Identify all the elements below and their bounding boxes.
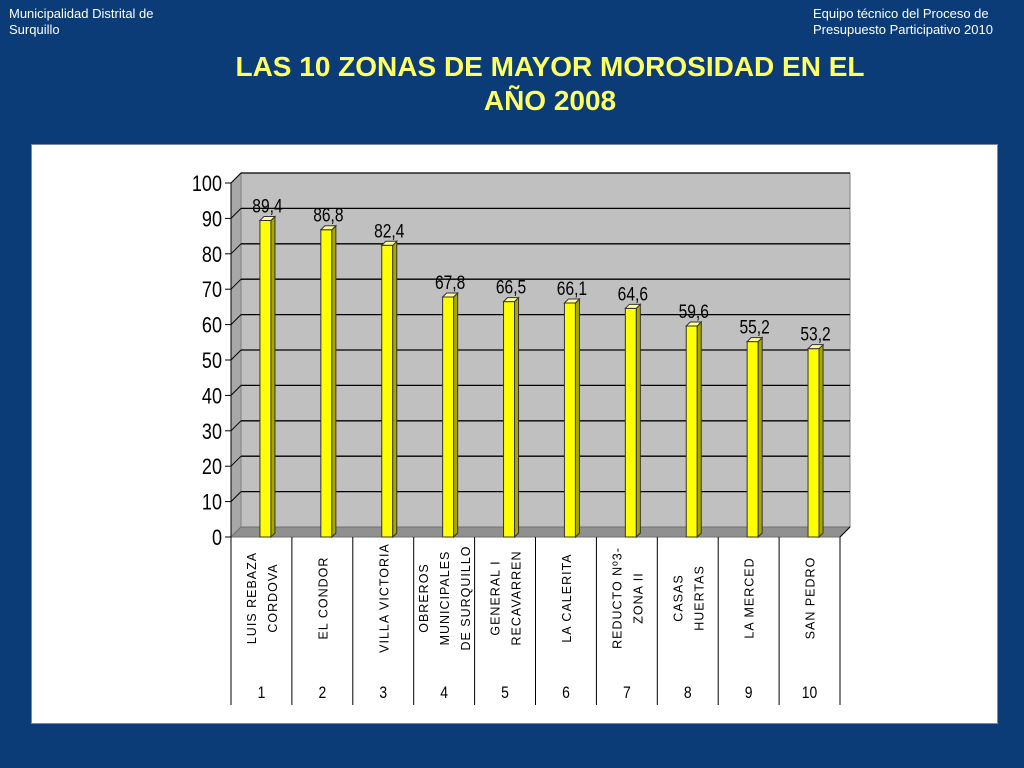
bar-top: [806, 344, 825, 350]
gridline-side: [230, 385, 242, 396]
y-tick-label: 50: [202, 349, 222, 373]
bar-top: [502, 297, 520, 303]
y-tick-label: 100: [192, 172, 222, 196]
category-number: 10: [802, 684, 818, 703]
category-label: EL CONDOR: [316, 557, 330, 640]
header-right: Equipo técnico del Proceso de Presupuest…: [813, 6, 1018, 38]
category-label: ZONA II: [631, 572, 645, 623]
gridline-side: [230, 420, 242, 432]
y-tick-label: 90: [202, 208, 222, 232]
y-tick-label: 70: [202, 279, 222, 303]
bar-top: [685, 321, 703, 327]
category-label: LUIS REBAZA: [245, 552, 259, 644]
bar-side: [270, 215, 276, 539]
bar-side: [514, 296, 520, 539]
bar-top: [319, 225, 338, 231]
category-number: 4: [440, 684, 448, 703]
data-label: 64,6: [618, 283, 648, 305]
bar: [503, 301, 516, 538]
y-tick-label: 80: [202, 243, 222, 267]
bar: [624, 307, 637, 538]
bar-side: [574, 297, 580, 539]
data-label: 86,8: [313, 204, 343, 226]
category-number: 6: [562, 684, 570, 703]
data-label: 66,1: [557, 278, 587, 300]
category-label: MUNICIPALES: [438, 551, 452, 646]
category-number: 3: [379, 684, 387, 703]
gridline-side: [230, 208, 242, 219]
bar-side: [635, 303, 641, 539]
category-number: 7: [623, 684, 631, 703]
category-label: CASAS: [671, 574, 685, 621]
category-label: RECAVARREN: [510, 551, 524, 646]
title-line1: LAS 10 ZONAS DE MAYOR MOROSIDAD EN EL: [235, 51, 865, 82]
bar: [685, 325, 698, 538]
bar: [442, 296, 455, 538]
category-label: VILLA VICTORIA: [377, 543, 391, 653]
gridline-side: [230, 455, 242, 467]
data-label: 89,4: [252, 195, 283, 217]
category-label: GENERAL I: [489, 560, 503, 635]
category-number: 8: [684, 684, 692, 703]
gridline-side: [230, 172, 242, 184]
category-number: 1: [258, 684, 266, 703]
category-label: LA CALERITA: [560, 553, 574, 642]
table-corner: [839, 526, 851, 538]
data-label: 82,4: [374, 220, 405, 242]
gridline-side: [230, 491, 242, 502]
header-left-line1: Municipalidad Distrital de: [9, 6, 154, 21]
bar: [746, 341, 759, 538]
data-label: 59,6: [679, 301, 709, 323]
header-right-line1: Equipo técnico del Proceso de: [813, 6, 989, 21]
gridline-side: [230, 278, 242, 290]
slide-title: LAS 10 ZONAS DE MAYOR MOROSIDAD EN EL AÑ…: [170, 50, 930, 118]
y-tick-label: 0: [212, 526, 222, 550]
category-number: 9: [745, 684, 753, 703]
bar-top: [745, 337, 764, 343]
category-label: LA MERCED: [743, 557, 757, 638]
bar: [563, 302, 576, 538]
chart-panel: 0 10 20 30 40 50 60 70 80 90 100 89,4 86,8 82,4 67,8 66…: [31, 144, 998, 724]
gridline-side: [230, 314, 242, 325]
bar: [381, 244, 394, 538]
category-label: SAN PEDRO: [804, 557, 818, 640]
category-number: 2: [318, 684, 326, 703]
gridline-side: [230, 349, 242, 361]
y-tick-label: 20: [202, 456, 222, 480]
gridline-side: [230, 243, 242, 255]
bar: [320, 229, 333, 538]
data-label: 66,5: [496, 276, 526, 298]
data-label: 67,8: [435, 271, 465, 293]
category-label: OBREROS: [417, 563, 431, 633]
bar-side: [392, 240, 398, 539]
bar-side: [453, 291, 459, 539]
header-left-line2: Surquillo: [9, 22, 60, 37]
data-label: 55,2: [739, 316, 769, 338]
category-label: REDUCTO Nº3-: [610, 547, 624, 649]
bar-top: [258, 216, 277, 222]
y-tick-label: 30: [202, 420, 222, 444]
y-tick-label: 60: [202, 314, 222, 338]
bar: [807, 348, 820, 538]
bar-top: [380, 240, 398, 246]
header-left: Municipalidad Distrital de Surquillo: [9, 6, 199, 38]
bar-side: [331, 224, 337, 539]
bar: [259, 220, 272, 538]
category-number: 5: [501, 684, 509, 703]
bar-side: [757, 336, 763, 539]
category-label: CORDOVA: [266, 563, 280, 632]
bar-top: [563, 298, 581, 304]
y-tick-label: 40: [202, 385, 222, 409]
bar-top: [441, 292, 459, 298]
category-label: DE SURQUILLO: [459, 545, 473, 650]
title-line2: AÑO 2008: [483, 85, 617, 116]
y-tick-label: 10: [202, 491, 222, 515]
bar-side: [818, 343, 824, 539]
data-label: 53,2: [800, 323, 830, 345]
bar-top: [624, 303, 642, 309]
header-right-line2: Presupuesto Participativo 2010: [813, 22, 993, 37]
bar-side: [696, 320, 702, 539]
category-label: HUERTAS: [692, 565, 706, 631]
